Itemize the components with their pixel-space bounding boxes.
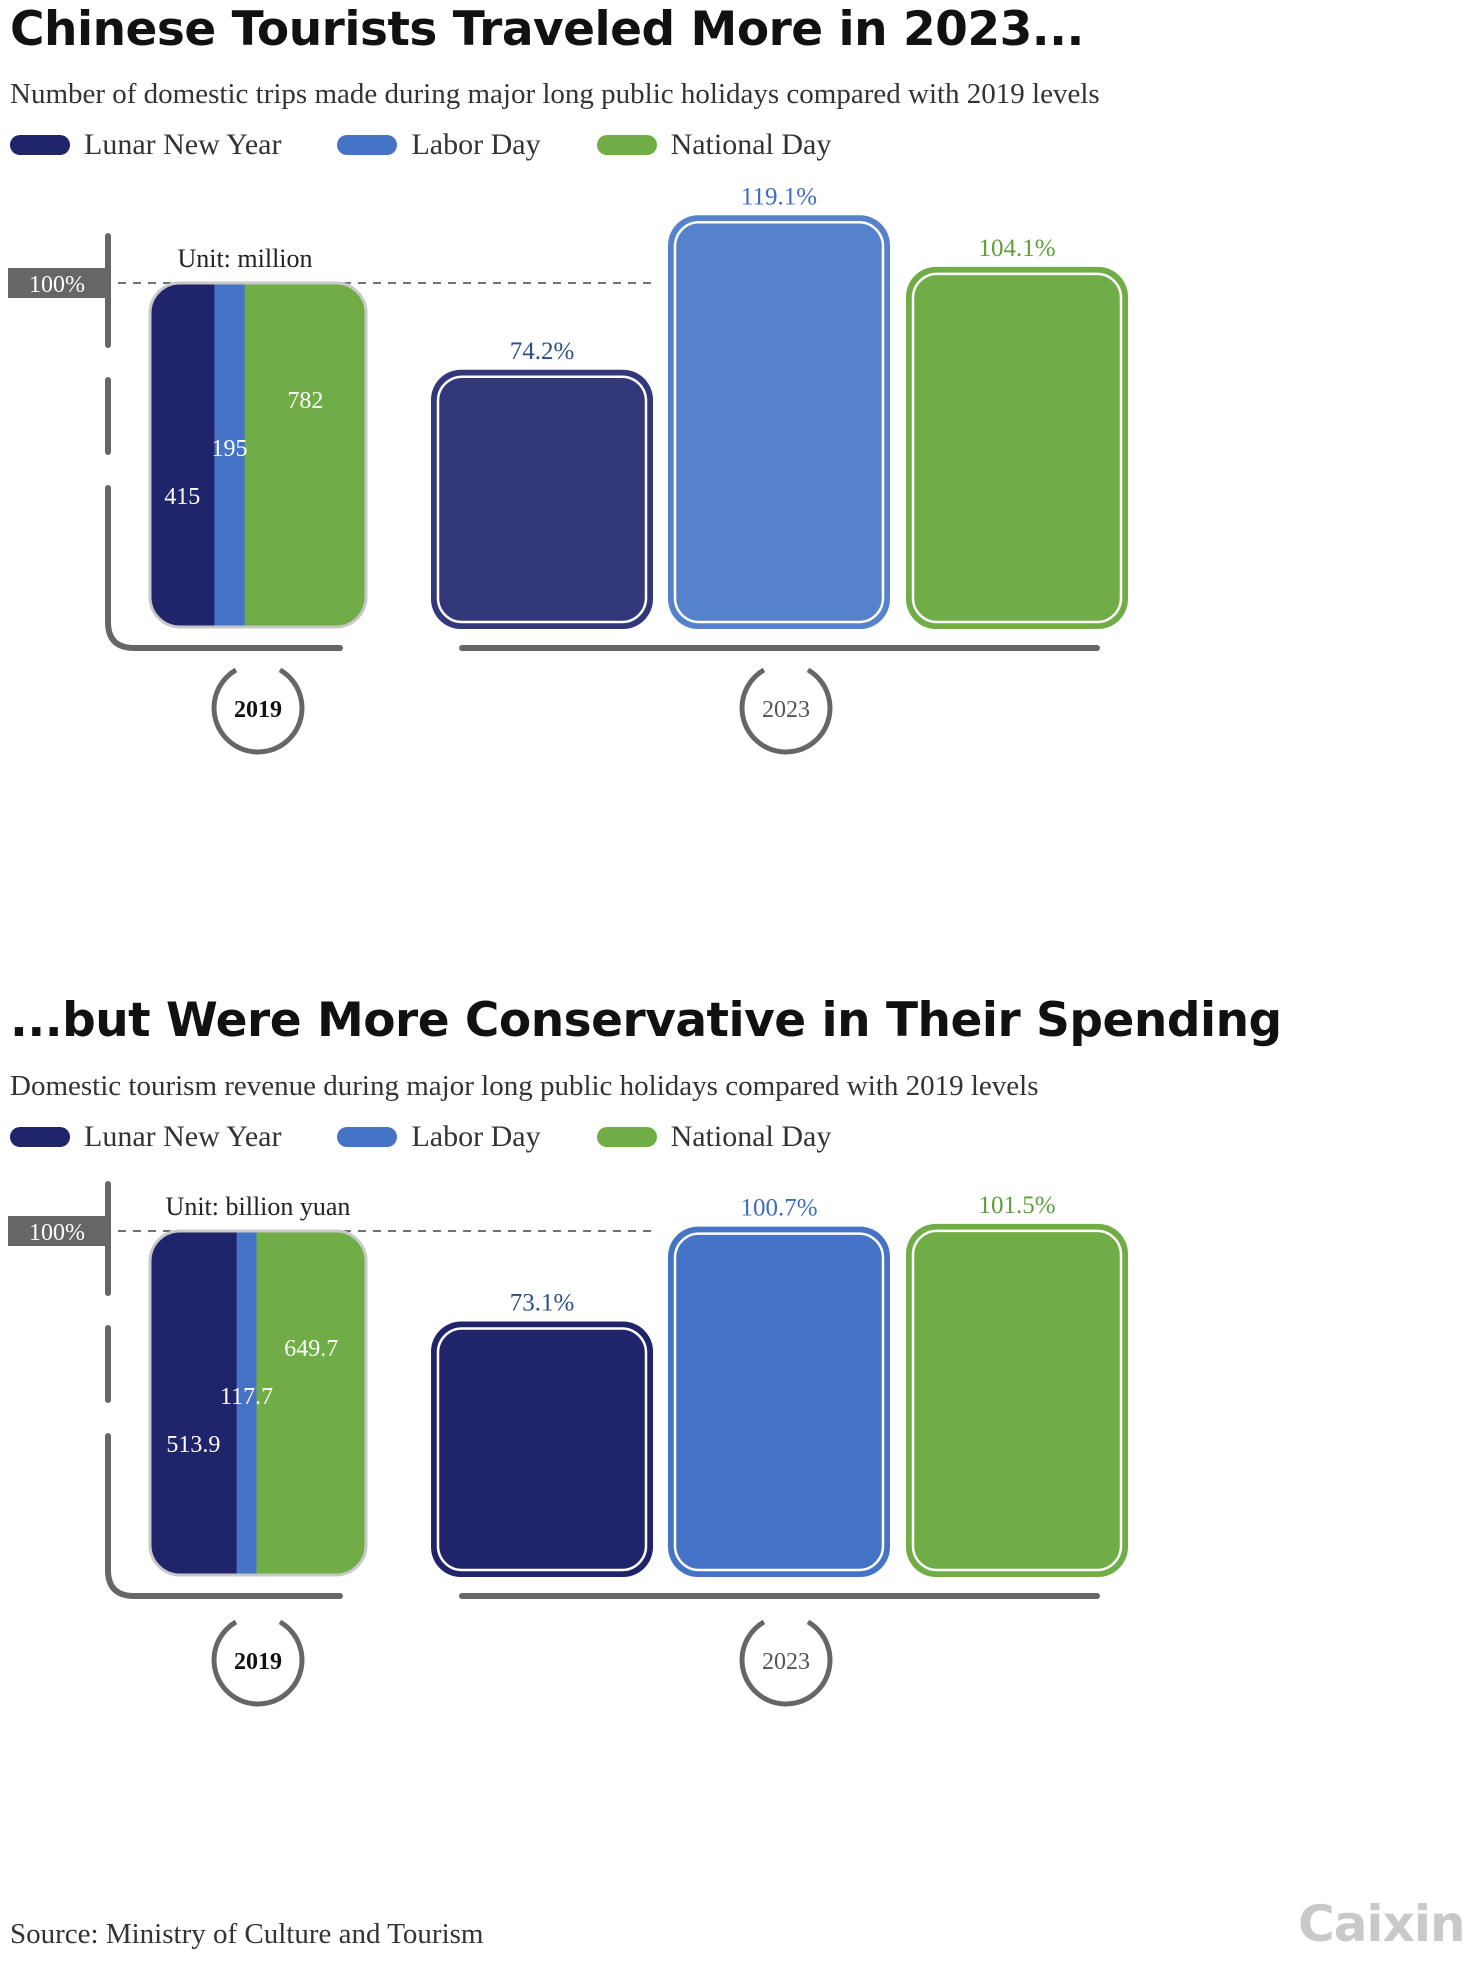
bar-2023-inner-national: [911, 1229, 1123, 1572]
legend-swatch-national: [596, 1127, 657, 1147]
year-ring-2019: [211, 661, 305, 755]
bar-2023-outer-labor: [668, 1226, 890, 1577]
year-ring-2019: [211, 1613, 305, 1707]
caixin-logo: Caixin: [1298, 1895, 1466, 1953]
legend-swatch-lunar: [10, 1127, 70, 1147]
bar-2023-label-labor: 119.1%: [741, 183, 817, 210]
reference-label: 100%: [29, 1220, 85, 1246]
bar-2019-label-labor: 195: [212, 436, 248, 462]
bar-2019-segment-lunar: [150, 1231, 238, 1575]
year-ring-2023: [739, 661, 833, 755]
bar-2019-label-national: 782: [287, 388, 323, 414]
bar-2019-outline: [148, 281, 368, 629]
bar-2023-inner-national: [911, 272, 1123, 624]
bar-2019-segment-national: [256, 1231, 366, 1575]
bar-2023-label-labor: 100.7%: [740, 1195, 817, 1222]
bar-2023-outer-labor: [668, 215, 890, 629]
chart2-subtitle: Domestic tourism revenue during major lo…: [10, 1070, 1039, 1102]
bar-2019-label-lunar: 415: [164, 484, 200, 510]
legend-item-labor: Labor Day: [337, 128, 541, 162]
bar-2019-label-lunar: 513.9: [166, 1432, 220, 1458]
bar-2023-outer-national: [906, 1223, 1128, 1577]
reference-tag: [8, 1216, 105, 1246]
year-label-2019: 2019: [234, 697, 282, 723]
chart1-plot: 100% Unit: million 415 195 782 74.2% 119.1% 104…: [8, 183, 1128, 755]
legend-item-labor: Labor Day: [337, 1120, 541, 1154]
legend-item-national: National Day: [596, 128, 832, 162]
bar-2023-label-national: 104.1%: [978, 235, 1055, 262]
chart2-title: ...but Were More Conservative in Their S…: [10, 993, 1282, 1048]
bar-2023-inner-lunar: [436, 375, 648, 624]
bar-2019-segment-labor: [236, 1231, 258, 1575]
axis-baseline-2019: [105, 485, 343, 651]
bar-2023-outer-lunar: [431, 369, 653, 629]
bar-2019-label-labor: 117.7: [220, 1384, 273, 1410]
legend-item-lunar: Lunar New Year: [10, 128, 281, 162]
unit-label: Unit: billion yuan: [166, 1192, 351, 1221]
chart2-legend: Lunar New Year Labor Day National Day: [10, 1120, 887, 1154]
legend-label-national: National Day: [670, 128, 832, 161]
bar-2023-inner-lunar: [436, 1327, 648, 1572]
bar-2023-outer-lunar: [431, 1321, 653, 1577]
bar-2023-label-lunar: 74.2%: [510, 338, 575, 365]
year-label-2023: 2023: [762, 697, 810, 723]
unit-label: Unit: million: [177, 244, 312, 273]
legend-swatch-lunar: [10, 135, 70, 155]
bar-2019-segment-national: [244, 283, 366, 627]
bar-2019-segment-lunar: [150, 283, 215, 627]
bar-2019-outline: [148, 1229, 368, 1577]
reference-tag: [8, 268, 105, 298]
legend-label-labor: Labor Day: [411, 1120, 541, 1153]
bar-2019-segment-labor: [214, 283, 246, 627]
legend-swatch-labor: [337, 1127, 398, 1147]
legend-swatch-labor: [337, 135, 398, 155]
bar-2023-label-lunar: 73.1%: [510, 1290, 575, 1317]
chart1-subtitle: Number of domestic trips made during maj…: [10, 78, 1100, 110]
legend-item-national: National Day: [596, 1120, 832, 1154]
year-label-2019: 2019: [234, 1649, 282, 1675]
reference-label: 100%: [29, 272, 85, 298]
legend-label-lunar: Lunar New Year: [84, 1120, 282, 1153]
legend-swatch-national: [596, 135, 657, 155]
bar-2023-outer-national: [906, 266, 1128, 629]
legend-label-national: National Day: [670, 1120, 832, 1153]
bar-2023-inner-labor: [673, 221, 885, 624]
year-ring-2023: [739, 1613, 833, 1707]
source-note: Source: Ministry of Culture and Tourism: [10, 1918, 484, 1950]
legend-item-lunar: Lunar New Year: [10, 1120, 281, 1154]
bar-2023-label-national: 101.5%: [978, 1192, 1055, 1219]
legend-label-lunar: Lunar New Year: [84, 128, 282, 161]
bar-2019-label-national: 649.7: [284, 1336, 338, 1362]
year-label-2023: 2023: [762, 1649, 810, 1675]
chart1-title: Chinese Tourists Traveled More in 2023..…: [10, 2, 1084, 57]
bar-2023-inner-labor: [673, 1232, 885, 1572]
legend-label-labor: Labor Day: [411, 128, 541, 161]
axis-baseline-2019: [105, 1433, 343, 1599]
chart1-legend: Lunar New Year Labor Day National Day: [10, 128, 887, 162]
